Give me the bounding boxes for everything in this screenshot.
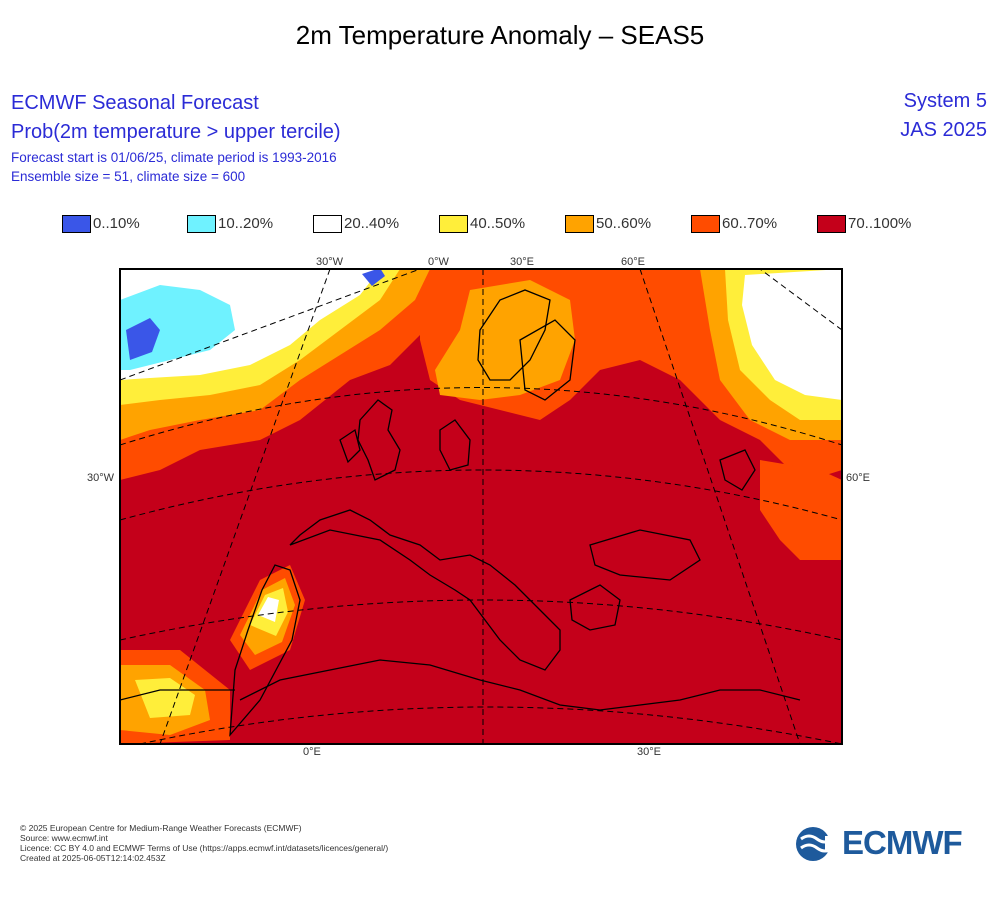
legend-swatch	[817, 215, 846, 233]
field-0-10-north	[362, 269, 385, 286]
legend-swatch	[565, 215, 594, 233]
ecmwf-logo: ECMWF	[795, 824, 985, 862]
axis-labels: 30°W 0°W 30°E 60°E 0°E 30°E 30°W 60°E	[87, 256, 870, 758]
legend-swatch	[691, 215, 720, 233]
field-50-60-scandinavia	[435, 280, 575, 400]
legend-swatch	[62, 215, 91, 233]
coastlines	[120, 289, 801, 737]
ecmwf-logo-text: ECMWF	[842, 824, 963, 861]
lon-label-top: 60°E	[621, 256, 645, 268]
legend-label: 40..50%	[470, 215, 526, 232]
footer-copyright: © 2025 European Centre for Medium-Range …	[20, 823, 302, 833]
field-60-70-east	[760, 460, 842, 560]
lon-label-top: 30°W	[316, 256, 344, 268]
legend-label: 70..100%	[848, 215, 912, 232]
legend-swatch	[313, 215, 342, 233]
variable-title: Prob(2m temperature > upper tercile)	[11, 121, 341, 143]
ecmwf-logo-icon	[796, 827, 839, 861]
footer-licence: Licence: CC BY 4.0 and ECMWF Terms of Us…	[20, 843, 389, 853]
system-label: System 5	[903, 90, 987, 112]
footer-source: Source: www.ecmwf.int	[20, 833, 108, 843]
forecast-start-text: Forecast start is 01/06/25, climate peri…	[11, 150, 337, 165]
field-20-40-morocco	[258, 597, 279, 622]
lon-label-top: 30°E	[510, 256, 534, 268]
legend-swatch	[439, 215, 468, 233]
legend-label: 10..20%	[218, 215, 274, 232]
legend-label: 60..70%	[722, 215, 778, 232]
field-0-10-greenland	[126, 318, 160, 360]
legend-label: 20..40%	[344, 215, 400, 232]
lon-label-top: 0°W	[428, 256, 450, 268]
period-label: JAS 2025	[900, 119, 987, 141]
org-title: ECMWF Seasonal Forecast	[11, 92, 259, 114]
legend: 0..10% 10..20% 20..40% 40..50% 50..60% 6…	[0, 213, 1000, 237]
graticule	[120, 269, 842, 744]
page-title: 2m Temperature Anomaly – SEAS5	[295, 20, 705, 50]
footer-created: Created at 2025-06-05T12:14:02.453Z	[20, 853, 166, 863]
legend-label: 50..60%	[596, 215, 652, 232]
lat-label-left: 30°W	[87, 472, 115, 484]
legend-swatch	[187, 215, 216, 233]
forecast-map: 30°W 0°W 30°E 60°E 0°E 30°E 30°W 60°E	[87, 256, 870, 758]
lat-label-right: 60°E	[846, 472, 870, 484]
lon-label-bottom: 0°E	[303, 746, 321, 758]
probability-field	[120, 269, 842, 744]
field-20-40-ne	[742, 269, 842, 400]
legend-label: 0..10%	[93, 215, 140, 232]
map-frame	[119, 268, 843, 745]
ensemble-size-text: Ensemble size = 51, climate size = 600	[11, 169, 246, 184]
lon-label-bottom: 30°E	[637, 746, 661, 758]
